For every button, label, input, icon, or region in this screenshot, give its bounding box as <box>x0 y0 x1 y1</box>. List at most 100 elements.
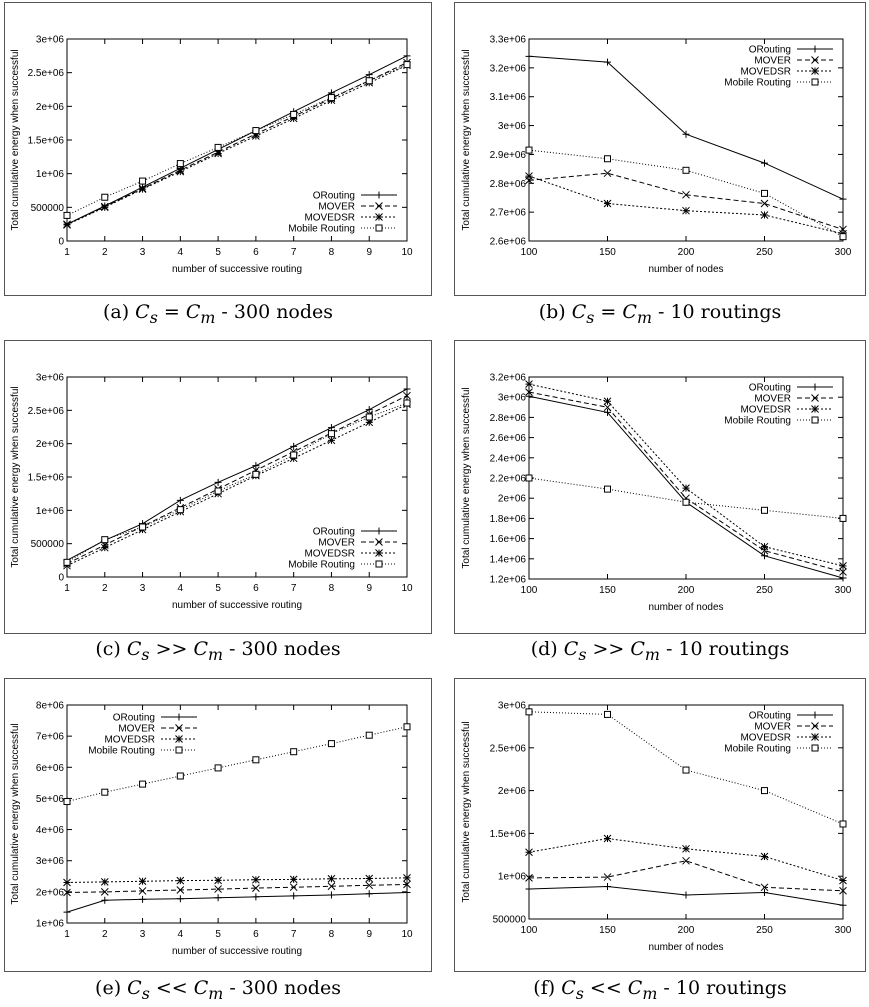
legend-label: MOVER <box>754 56 791 67</box>
x-tick-label: 150 <box>599 925 616 936</box>
y-tick-label: 2e+06 <box>36 102 65 113</box>
data-point <box>811 45 819 53</box>
data-point <box>403 873 411 882</box>
data-point <box>525 392 533 400</box>
data-point <box>761 506 768 514</box>
data-point <box>839 820 847 828</box>
series-orouting <box>63 52 411 228</box>
y-tick-label: 2e+06 <box>498 786 527 797</box>
data-point <box>761 189 768 197</box>
x-tick-label: 200 <box>678 925 695 936</box>
series-line <box>66 64 408 226</box>
data-point <box>327 882 336 891</box>
x-tick-label: 9 <box>366 583 372 594</box>
data-point <box>682 856 690 865</box>
y-tick-label: 1.6e+06 <box>490 534 527 545</box>
y-tick-label: 1e+06 <box>498 872 527 883</box>
data-point <box>252 756 260 764</box>
data-point <box>525 146 533 154</box>
data-point <box>811 394 819 402</box>
x-tick-label: 9 <box>366 247 372 258</box>
plot-area <box>66 704 408 924</box>
y-tick-label: 2.7e+06 <box>490 208 527 219</box>
y-tick-label: 500000 <box>31 203 65 214</box>
data-point <box>839 514 847 522</box>
caption-e: (e) Cs << Cm - 300 nodes <box>95 977 341 1003</box>
legend-label: MOVER <box>754 394 791 405</box>
data-point <box>63 798 71 806</box>
data-point <box>811 405 819 413</box>
y-tick-label: 2e+06 <box>36 887 65 898</box>
x-tick-label: 300 <box>835 247 852 258</box>
legend-label: MOVER <box>318 202 355 213</box>
series-movedsr <box>63 61 411 229</box>
data-point <box>604 58 611 66</box>
data-point <box>603 199 612 208</box>
data-point <box>760 199 769 208</box>
series-line <box>66 62 408 225</box>
data-point <box>839 562 847 570</box>
data-point <box>839 568 847 576</box>
y-tick-label: 7e+06 <box>36 732 65 743</box>
x-tick-label: 7 <box>291 247 297 258</box>
y-tick-label: 4e+06 <box>36 825 65 836</box>
chart-e-svg: 1e+06 2e+06 3e+06 4e+06 5e+06 6e+06 7e+06 8e+06… <box>10 701 413 958</box>
series-movedsr <box>525 172 847 238</box>
y-tick-label: 6e+06 <box>36 763 65 774</box>
chart-a-svg: 0 500000 1e+06 1.5e+06 2e+06 2.5e+06 3e+06 1 2 3 4… <box>10 35 413 276</box>
data-point <box>603 397 612 406</box>
y-tick-label: 3.1e+06 <box>490 92 527 103</box>
series-mobile-routing <box>525 708 847 828</box>
data-point <box>138 877 147 886</box>
y-tick-label: 1.2e+06 <box>490 575 527 586</box>
data-point <box>327 436 336 445</box>
x-tick-label: 6 <box>253 583 259 594</box>
x-tick-label: 4 <box>178 247 184 258</box>
data-point <box>63 211 71 219</box>
y-tick-label: 2.8e+06 <box>490 179 527 190</box>
chart-b-svg: 2.6e+06 2.7e+06 2.8e+06 2.9e+06 3e+06 3.1e+06… <box>461 35 852 276</box>
series-orouting <box>63 385 411 564</box>
x-tick-label: 3 <box>140 929 146 940</box>
series-line <box>528 837 844 881</box>
data-point <box>525 874 533 882</box>
series-movedsr <box>63 873 411 887</box>
data-point <box>327 94 335 102</box>
data-point <box>403 888 411 896</box>
legend-label: Mobile Routing <box>288 560 355 571</box>
series-line <box>66 64 408 216</box>
y-tick-label: 0 <box>58 573 64 584</box>
series-orouting <box>63 888 411 916</box>
data-point <box>214 143 222 151</box>
data-point <box>839 195 847 203</box>
x-tick-label: 3 <box>140 247 146 258</box>
data-point <box>214 478 222 486</box>
data-point <box>839 233 847 241</box>
y-tick-label: 3e+06 <box>498 393 527 404</box>
legend-label: MOVEDSR <box>740 67 791 78</box>
plot-area <box>66 376 408 578</box>
data-point <box>176 160 184 168</box>
y-tick-label: 1e+06 <box>36 169 65 180</box>
x-tick-label: 7 <box>291 583 297 594</box>
data-point <box>525 474 533 482</box>
data-point <box>175 713 183 721</box>
data-point <box>327 891 335 899</box>
data-point <box>604 710 611 718</box>
data-point <box>289 875 298 884</box>
data-point <box>252 462 260 470</box>
data-point <box>604 155 611 163</box>
data-point <box>839 901 847 909</box>
x-tick-label: 8 <box>329 247 335 258</box>
data-point <box>525 380 533 388</box>
x-tick-label: 300 <box>835 925 852 936</box>
data-point <box>289 114 298 123</box>
data-point <box>327 740 335 748</box>
x-tick-label: 1 <box>64 583 70 594</box>
y-axis-label: Total cumulative energy when successful <box>10 49 21 230</box>
x-tick-label: 250 <box>756 925 773 936</box>
data-point <box>365 731 373 739</box>
data-point <box>365 406 373 414</box>
data-point <box>811 744 819 752</box>
